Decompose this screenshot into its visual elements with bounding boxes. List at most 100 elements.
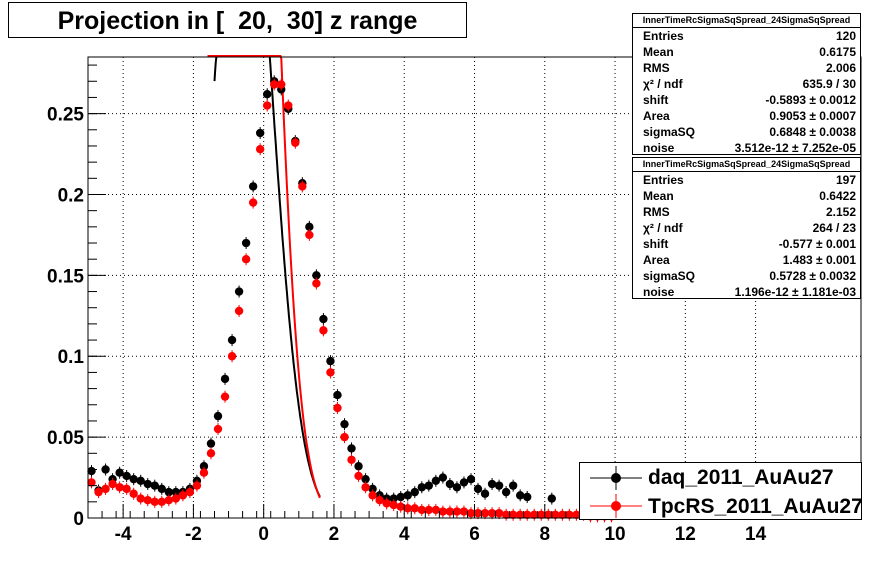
data-point-daq — [241, 238, 251, 248]
data-point-daq — [122, 471, 131, 481]
data-point-tpcrs — [466, 508, 476, 518]
data-point-tpcrs — [473, 508, 483, 518]
stats-value: 0.6175 — [819, 45, 856, 59]
y-tick-label: 0.1 — [58, 347, 85, 368]
stats-key: sigmaSQ — [643, 269, 696, 283]
data-point-tpcrs — [213, 424, 223, 434]
stats-key: Mean — [643, 45, 674, 59]
y-tick-label: 0 — [73, 509, 84, 530]
stats-row: Mean 0.6175 — [633, 44, 860, 60]
data-point-daq — [199, 462, 209, 471]
data-point-tpcrs — [122, 484, 131, 494]
data-point-tpcrs — [459, 507, 469, 516]
data-point-daq — [115, 468, 124, 477]
data-point-tpcrs — [410, 504, 419, 513]
x-tick-label: -2 — [185, 524, 202, 545]
stats-key: RMS — [643, 205, 670, 219]
stats-row: χ² / ndf 264 / 23 — [633, 220, 860, 236]
data-point-daq — [389, 494, 398, 503]
data-point-tpcrs — [255, 145, 265, 154]
y-tick-label: 0.2 — [58, 185, 84, 206]
data-point-tpcrs — [129, 489, 138, 498]
data-point-tpcrs — [326, 368, 335, 377]
x-tick-label: 8 — [539, 524, 550, 545]
fit-curves — [207, 55, 321, 499]
data-point-tpcrs — [340, 432, 349, 442]
data-point-daq — [452, 483, 462, 492]
data-point-daq — [480, 489, 490, 498]
data-point-tpcrs — [178, 491, 188, 500]
data-point-tpcrs — [136, 494, 145, 503]
data-point-daq — [248, 182, 258, 191]
legend: daq_2011_AuAu27 TpcRS_2011_AuAu27 — [579, 462, 863, 520]
data-point-daq — [361, 474, 370, 484]
data-point-daq — [136, 476, 145, 485]
y-tick-label: 0.25 — [47, 105, 84, 126]
data-point-daq — [255, 128, 265, 138]
stats-row: Area 1.483 ± 0.001 — [633, 252, 860, 268]
stats-row: shift -0.577 ± 0.001 — [633, 236, 860, 252]
data-point-daq — [523, 492, 532, 502]
stats-value: 1.483 ± 0.001 — [782, 253, 856, 267]
data-point-daq — [487, 479, 497, 489]
data-point-tpcrs — [480, 508, 490, 518]
stats-key: Entries — [643, 29, 684, 43]
x-tick-label: 6 — [469, 524, 480, 545]
legend-marker-black — [590, 466, 642, 490]
data-point-daq — [312, 271, 321, 280]
data-point-daq — [438, 473, 448, 482]
data-point-daq — [403, 491, 412, 500]
stats-row: RMS 2.006 — [633, 60, 860, 76]
data-point-daq — [473, 484, 483, 494]
data-point-daq — [164, 487, 174, 497]
chart-title: Projection in [ 20, 30] z range — [8, 2, 467, 38]
stats-row: RMS 2.152 — [633, 204, 860, 220]
stats-key: sigmaSQ — [643, 125, 696, 139]
data-point-tpcrs — [284, 101, 293, 110]
data-point-daq — [424, 481, 434, 490]
stats-value: 2.152 — [825, 205, 856, 219]
stats-key: Area — [643, 109, 670, 123]
data-point-daq — [501, 487, 511, 497]
stats-key: noise — [643, 285, 675, 299]
stats-row: sigmaSQ 0.6848 ± 0.0038 — [633, 124, 860, 140]
data-point-tpcrs — [382, 499, 391, 508]
data-point-tpcrs — [494, 508, 504, 518]
data-point-daq — [508, 481, 518, 490]
stats-key: χ² / ndf — [643, 221, 683, 235]
stats-value: 2.006 — [825, 61, 856, 75]
data-point-tpcrs — [277, 80, 286, 89]
data-point-tpcrs — [572, 510, 581, 519]
stats-key: χ² / ndf — [643, 77, 683, 91]
data-point-tpcrs — [501, 510, 511, 519]
legend-label: daq_2011_AuAu27 — [648, 466, 834, 489]
data-point-tpcrs — [157, 497, 166, 507]
data-point-tpcrs — [508, 510, 518, 519]
x-tick-label: 4 — [399, 524, 410, 545]
data-point-tpcrs — [305, 230, 314, 240]
stats-box-header: InnerTimeRcSigmaSqSpread_24SigmaSqSpread — [633, 14, 860, 28]
data-point-tpcrs — [220, 392, 230, 401]
stats-value: 0.6422 — [819, 189, 856, 203]
data-point-daq — [171, 487, 181, 497]
data-point-tpcrs — [452, 507, 462, 516]
fit-curve — [207, 55, 321, 499]
data-point-tpcrs — [368, 491, 377, 500]
stats-row: noise 1.196e-12 ± 1.181e-03 — [633, 284, 860, 300]
data-point-tpcrs — [417, 505, 426, 515]
data-point-tpcrs — [248, 198, 258, 207]
data-point-daq — [466, 474, 476, 484]
y-tick-label: 0.05 — [47, 428, 84, 449]
data-point-daq — [206, 439, 216, 448]
data-point-tpcrs — [94, 487, 103, 497]
x-tick-label: -4 — [115, 524, 132, 545]
data-point-daq — [494, 481, 504, 490]
stats-row: Area 0.9053 ± 0.0007 — [633, 108, 860, 124]
data-point-tpcrs — [319, 326, 328, 335]
stats-row: noise 3.512e-12 ± 7.252e-05 — [633, 140, 860, 156]
stats-value: 635.9 / 30 — [802, 77, 856, 91]
data-point-daq — [129, 474, 138, 484]
data-point-daq — [319, 314, 328, 324]
stats-row: Entries 197 — [633, 172, 860, 188]
x-tick-label: 12 — [675, 524, 696, 545]
